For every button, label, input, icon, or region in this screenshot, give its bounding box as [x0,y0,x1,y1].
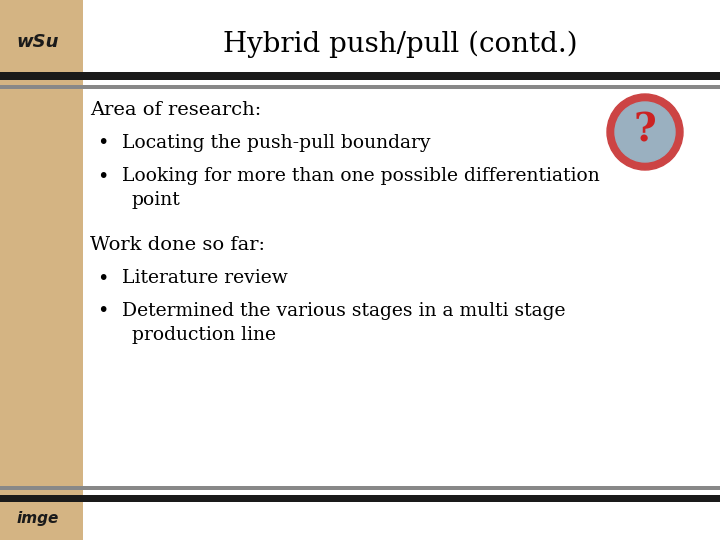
Text: Area of research:: Area of research: [90,101,261,119]
Text: Locating the push-pull boundary: Locating the push-pull boundary [122,134,431,152]
Text: Looking for more than one possible differentiation: Looking for more than one possible diffe… [122,167,600,185]
Bar [0,72,720,80]
Circle shape [615,102,675,162]
Text: wSu: wSu [17,33,59,51]
Bar [0,85,720,89]
Text: Literature review: Literature review [122,269,288,287]
Text: •: • [97,133,109,152]
Text: ?: ? [634,112,657,150]
Text: Hybrid push/pull (contd.): Hybrid push/pull (contd.) [222,30,577,58]
Bar [0,0,83,540]
Text: Determined the various stages in a multi stage: Determined the various stages in a multi… [122,302,565,320]
Text: production line: production line [132,326,276,344]
Bar [0,486,720,490]
Text: •: • [97,301,109,321]
Bar [0,495,720,502]
Text: point: point [132,191,181,209]
Text: •: • [97,268,109,287]
Circle shape [607,94,683,170]
Text: Work done so far:: Work done so far: [90,236,265,254]
Text: •: • [97,166,109,186]
Text: imge: imge [17,510,59,525]
